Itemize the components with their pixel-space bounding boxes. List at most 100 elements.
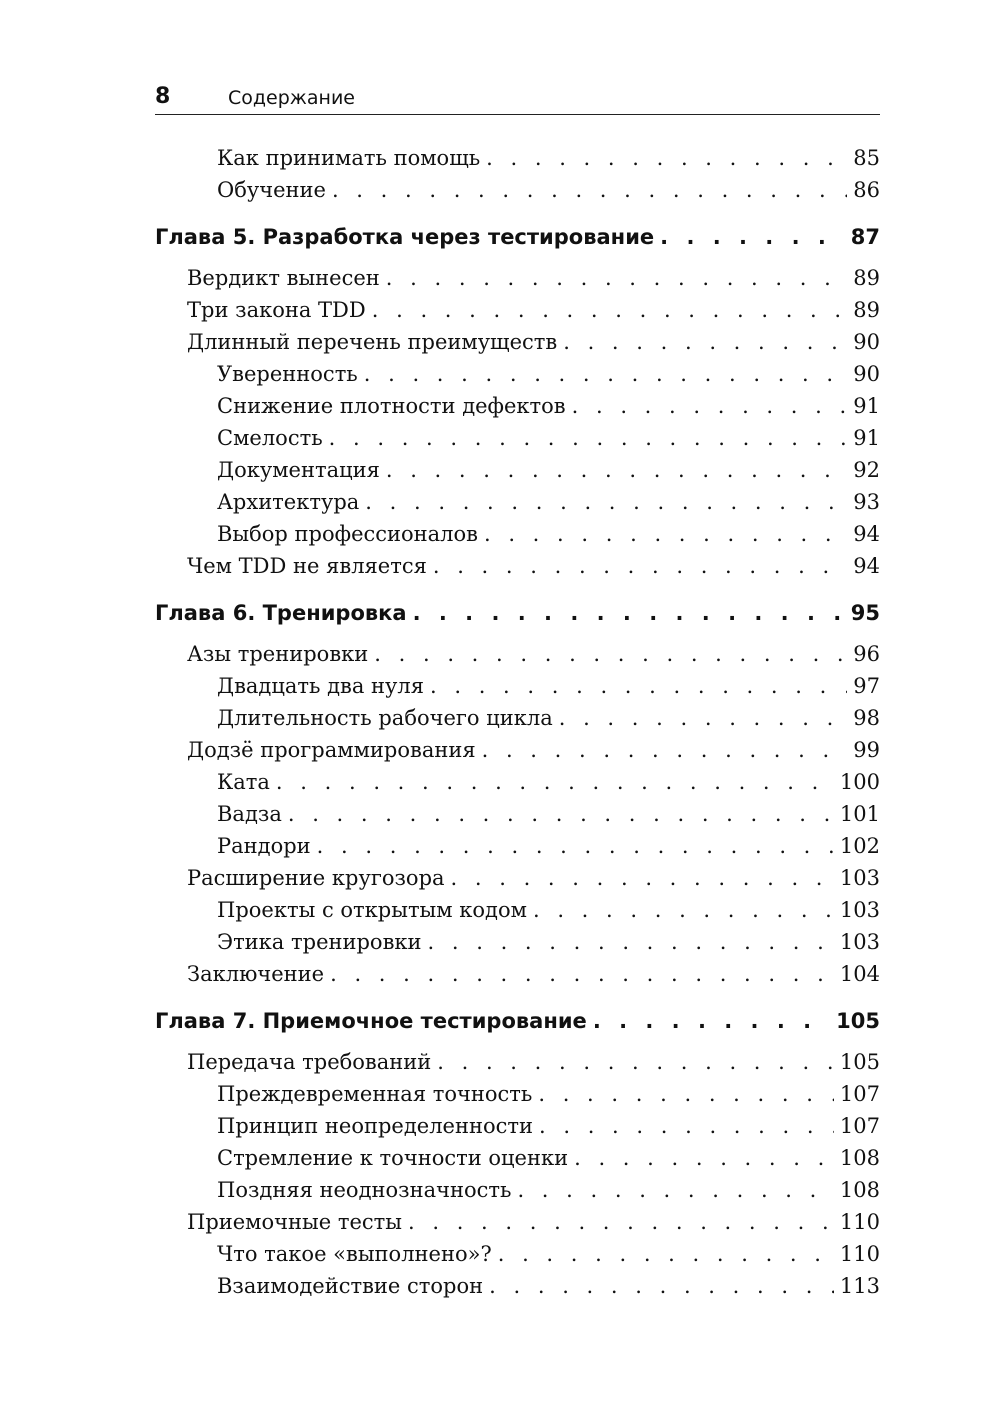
toc-entry[interactable]: Заключение 104 bbox=[187, 959, 880, 989]
entry-page-number: 105 bbox=[836, 1009, 880, 1033]
dot-leader bbox=[559, 703, 848, 733]
entry-title: Что такое «выполнено»? bbox=[217, 1242, 492, 1266]
entry-title: Этика тренировки bbox=[217, 930, 422, 954]
toc-entry[interactable]: Рандори 102 bbox=[217, 831, 880, 861]
dot-leader bbox=[484, 519, 847, 549]
toc-entry[interactable]: Расширение кругозора 103 bbox=[187, 863, 880, 893]
entry-page-number: 103 bbox=[839, 930, 880, 954]
entry-page-number: 103 bbox=[839, 866, 880, 890]
entry-title: Вердикт вынесен bbox=[187, 266, 380, 290]
entry-title: Преждевременная точность bbox=[217, 1082, 533, 1106]
toc-chapter[interactable]: Глава 6. Тренировка 95 bbox=[155, 601, 880, 631]
entry-title: Заключение bbox=[187, 962, 325, 986]
toc-entry[interactable]: Передача требований 105 bbox=[187, 1047, 880, 1077]
toc-entry[interactable]: Ката 100 bbox=[217, 767, 880, 797]
dot-leader bbox=[451, 863, 834, 893]
entry-title: Выбор профессионалов bbox=[217, 522, 478, 546]
toc-entry[interactable]: Азы тренировки 96 bbox=[187, 639, 880, 669]
entry-page-number: 97 bbox=[853, 674, 880, 698]
entry-page-number: 110 bbox=[839, 1242, 880, 1266]
entry-title: Передача требований bbox=[187, 1050, 432, 1074]
dot-leader bbox=[330, 959, 834, 989]
entry-title: Глава 6. Тренировка bbox=[155, 601, 407, 625]
toc-entry[interactable]: Как принимать помощь 85 bbox=[217, 143, 880, 173]
toc-entry[interactable]: Преждевременная точность 107 bbox=[217, 1079, 880, 1109]
toc-entry[interactable]: Принцип неопределенности 107 bbox=[217, 1111, 880, 1141]
toc-entry[interactable]: Архитектура 93 bbox=[217, 487, 880, 517]
toc-entry[interactable]: Три закона TDD 89 bbox=[187, 295, 880, 325]
entry-title: Три закона TDD bbox=[187, 298, 366, 322]
entry-title: Смелость bbox=[217, 426, 323, 450]
dot-leader bbox=[364, 359, 848, 389]
entry-title: Приемочные тесты bbox=[187, 1210, 402, 1234]
entry-page-number: 90 bbox=[853, 330, 880, 354]
entry-title: Рандори bbox=[217, 834, 311, 858]
toc-entry[interactable]: Этика тренировки 103 bbox=[217, 927, 880, 957]
entry-page-number: 92 bbox=[853, 458, 880, 482]
dot-leader bbox=[408, 1207, 834, 1237]
toc-entry[interactable]: Стремление к точности оценки 108 bbox=[217, 1143, 880, 1173]
dot-leader bbox=[374, 639, 847, 669]
toc-entry[interactable]: Длинный перечень преимуществ 90 bbox=[187, 327, 880, 357]
entry-title: Глава 7. Приемочное тестирование bbox=[155, 1009, 587, 1033]
dot-leader bbox=[486, 143, 847, 173]
entry-title: Обучение bbox=[217, 178, 326, 202]
dot-leader bbox=[574, 1143, 834, 1173]
dot-leader bbox=[386, 263, 847, 293]
toc-entry[interactable]: Проекты с открытым кодом 103 bbox=[217, 895, 880, 925]
toc-entry[interactable]: Додзё программирования 99 bbox=[187, 735, 880, 765]
entry-page-number: 89 bbox=[853, 298, 880, 322]
entry-title: Документация bbox=[217, 458, 380, 482]
toc-entry[interactable]: Обучение 86 bbox=[217, 175, 880, 205]
toc-entry[interactable]: Длительность рабочего цикла 98 bbox=[217, 703, 880, 733]
dot-leader bbox=[386, 455, 847, 485]
dot-leader bbox=[317, 831, 834, 861]
toc-entry[interactable]: Вадза 101 bbox=[217, 799, 880, 829]
dot-leader bbox=[329, 423, 848, 453]
entry-page-number: 95 bbox=[850, 601, 880, 625]
dot-leader bbox=[593, 1009, 830, 1033]
entry-page-number: 91 bbox=[853, 394, 880, 418]
toc-entry[interactable]: Выбор профессионалов 94 bbox=[217, 519, 880, 549]
entry-title: Глава 5. Разработка через тестирование bbox=[155, 225, 655, 249]
toc-entry[interactable]: Поздняя неоднозначность 108 bbox=[217, 1175, 880, 1205]
toc-entry[interactable]: Смелость 91 bbox=[217, 423, 880, 453]
entry-title: Снижение плотности дефектов bbox=[217, 394, 566, 418]
toc-entry[interactable]: Двадцать два нуля 97 bbox=[217, 671, 880, 701]
toc-entry[interactable]: Уверенность 90 bbox=[217, 359, 880, 389]
entry-page-number: 87 bbox=[850, 225, 880, 249]
entry-page-number: 98 bbox=[853, 706, 880, 730]
dot-leader bbox=[365, 487, 847, 517]
entry-title: Расширение кругозора bbox=[187, 866, 445, 890]
toc-entry[interactable]: Вердикт вынесен 89 bbox=[187, 263, 880, 293]
toc-entry[interactable]: Взаимодействие сторон 113 bbox=[217, 1271, 880, 1301]
entry-title: Азы тренировки bbox=[187, 642, 369, 666]
dot-leader bbox=[660, 225, 845, 249]
entry-page-number: 102 bbox=[839, 834, 880, 858]
entry-page-number: 107 bbox=[839, 1082, 880, 1106]
running-title: Содержание bbox=[228, 87, 355, 109]
dot-leader bbox=[482, 735, 848, 765]
dot-leader bbox=[332, 175, 847, 205]
entry-title: Ката bbox=[217, 770, 270, 794]
toc-entry[interactable]: Чем TDD не является 94 bbox=[187, 551, 880, 581]
entry-title: Длинный перечень преимуществ bbox=[187, 330, 558, 354]
entry-page-number: 101 bbox=[839, 802, 880, 826]
dot-leader bbox=[533, 895, 834, 925]
entry-page-number: 100 bbox=[839, 770, 880, 794]
toc-entry[interactable]: Приемочные тесты 110 bbox=[187, 1207, 880, 1237]
entry-page-number: 107 bbox=[839, 1114, 880, 1138]
entry-title: Чем TDD не является bbox=[187, 554, 427, 578]
dot-leader bbox=[489, 1271, 834, 1301]
entry-page-number: 103 bbox=[839, 898, 880, 922]
toc-entry[interactable]: Что такое «выполнено»? 110 bbox=[217, 1239, 880, 1269]
entry-page-number: 89 bbox=[853, 266, 880, 290]
toc-entry[interactable]: Документация 92 bbox=[217, 455, 880, 485]
dot-leader bbox=[276, 767, 834, 797]
entry-title: Стремление к точности оценки bbox=[217, 1146, 569, 1170]
entry-page-number: 108 bbox=[839, 1178, 880, 1202]
toc-chapter[interactable]: Глава 7. Приемочное тестирование 105 bbox=[155, 1009, 880, 1039]
entry-title: Взаимодействие сторон bbox=[217, 1274, 484, 1298]
toc-entry[interactable]: Снижение плотности дефектов 91 bbox=[217, 391, 880, 421]
toc-chapter[interactable]: Глава 5. Разработка через тестирование 87 bbox=[155, 225, 880, 255]
